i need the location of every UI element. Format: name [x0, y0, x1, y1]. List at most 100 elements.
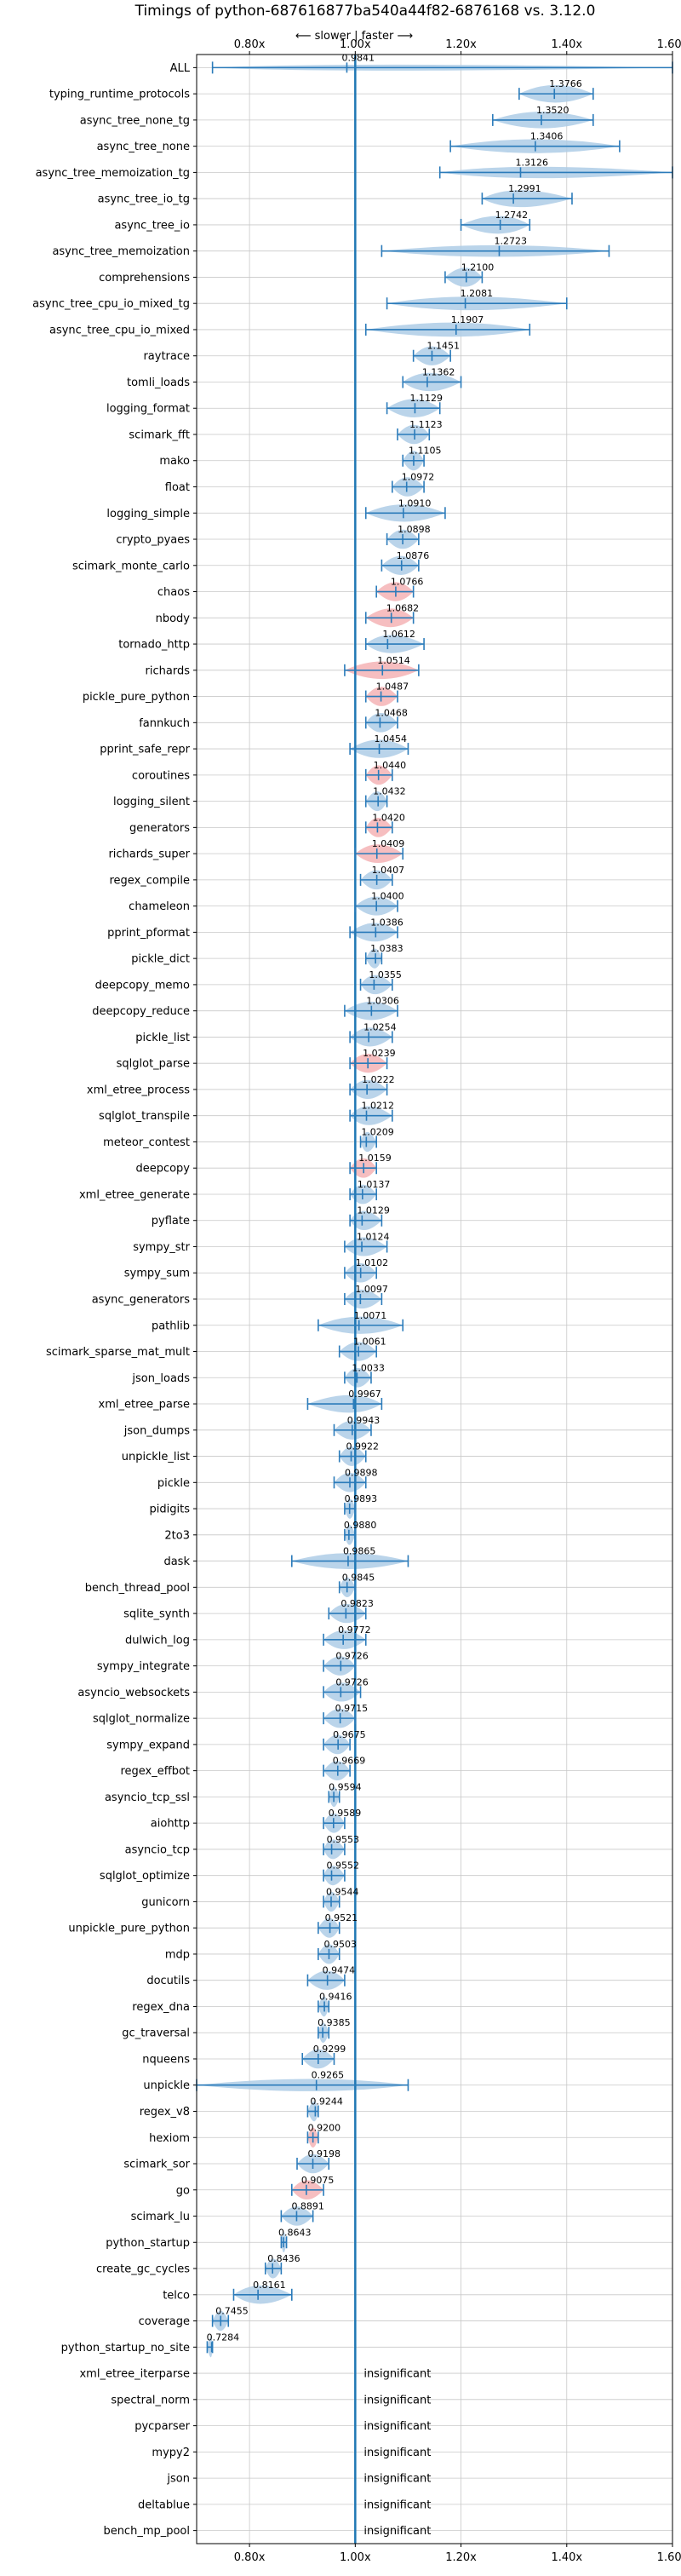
- value-label: 0.8161: [253, 2280, 286, 2291]
- category-label: gunicorn: [141, 1896, 190, 1909]
- value-label: 1.0033: [352, 1362, 385, 1373]
- x-tick-label-top: 1.40x: [551, 38, 582, 51]
- value-label: 0.9544: [326, 1886, 359, 1897]
- value-label: 0.9385: [318, 2017, 351, 2028]
- value-label: 1.0386: [370, 917, 403, 928]
- value-label: 1.1451: [426, 341, 460, 352]
- value-label: 1.1123: [409, 419, 443, 430]
- category-label: ALL: [170, 62, 191, 75]
- value-label: 0.9589: [329, 1808, 362, 1819]
- value-label: 0.9200: [308, 2122, 341, 2133]
- value-label: 0.7284: [207, 2332, 240, 2343]
- value-label: 1.0898: [398, 524, 431, 535]
- value-label: 1.3766: [549, 78, 582, 89]
- category-label: deepcopy: [135, 1163, 190, 1176]
- value-label: 1.1105: [409, 446, 442, 457]
- category-label: fannkuch: [139, 717, 190, 730]
- insignificant-label: insignificant: [363, 2394, 431, 2406]
- category-label: unpickle_list: [122, 1451, 190, 1463]
- value-label: 0.9669: [333, 1756, 366, 1767]
- value-label: 0.8891: [291, 2201, 324, 2212]
- x-tick-label-top: 1.60x: [657, 38, 681, 51]
- category-label: bench_thread_pool: [85, 1582, 190, 1595]
- category-label: deltablue: [138, 2498, 190, 2511]
- value-label: 0.9474: [323, 1965, 356, 1976]
- category-label: hexiom: [149, 2132, 190, 2145]
- category-label: async_tree_cpu_io_mixed: [49, 324, 190, 336]
- value-label: 1.0097: [355, 1284, 388, 1295]
- category-label: spectral_norm: [111, 2394, 190, 2406]
- direction-label: ⟵ slower | faster ⟶: [295, 30, 413, 43]
- category-label: async_tree_memoization: [52, 245, 190, 258]
- x-tick-label-bottom: 1.00x: [340, 2551, 371, 2564]
- category-label: regex_compile: [109, 874, 190, 887]
- value-label: 1.2742: [495, 210, 529, 221]
- value-label: 1.3406: [530, 131, 564, 142]
- category-label: generators: [129, 822, 190, 835]
- category-label: async_generators: [92, 1294, 191, 1307]
- category-label: logging_format: [106, 403, 190, 416]
- category-label: sympy_sum: [124, 1268, 190, 1280]
- category-label: scimark_fft: [129, 428, 190, 441]
- category-label: coroutines: [132, 769, 190, 782]
- x-tick-label-bottom: 1.20x: [445, 2551, 477, 2564]
- category-label: bench_mp_pool: [103, 2525, 190, 2538]
- value-label: 0.9880: [344, 1520, 377, 1531]
- category-label: typing_runtime_protocols: [49, 89, 190, 101]
- category-label: scimark_lu: [131, 2211, 190, 2223]
- value-label: 0.9299: [313, 2044, 346, 2055]
- category-label: pickle_list: [135, 1032, 190, 1044]
- value-label: 0.9553: [327, 1834, 360, 1845]
- category-label: docutils: [146, 1975, 190, 1987]
- category-label: xml_etree_generate: [79, 1188, 190, 1201]
- value-label: 0.9823: [340, 1598, 374, 1609]
- x-tick-label-top: 0.80x: [234, 38, 266, 51]
- category-label: scimark_sor: [123, 2159, 190, 2171]
- category-label: scimark_monte_carlo: [72, 560, 190, 572]
- value-label: 1.3520: [536, 105, 569, 116]
- category-label: aiohttp: [151, 1818, 190, 1831]
- chart-title: Timings of python-687616877ba540a44f82-6…: [134, 3, 596, 20]
- x-tick-label-top: 1.00x: [340, 38, 371, 51]
- value-label: 1.0409: [372, 838, 405, 849]
- category-label: dask: [163, 1555, 190, 1568]
- category-label: logging_simple: [106, 508, 190, 520]
- category-label: dulwich_log: [125, 1634, 190, 1647]
- value-label: 1.0420: [372, 812, 405, 823]
- category-label: scimark_sparse_mat_mult: [46, 1346, 190, 1359]
- category-label: deepcopy_memo: [95, 979, 190, 992]
- value-label: 0.8436: [267, 2253, 300, 2264]
- category-label: sympy_str: [133, 1241, 190, 1254]
- value-label: 0.9198: [308, 2148, 341, 2159]
- value-label: 1.0209: [361, 1126, 394, 1137]
- insignificant-label: insignificant: [363, 2447, 431, 2459]
- value-label: 0.9967: [348, 1389, 381, 1400]
- value-label: 1.0766: [391, 577, 424, 588]
- value-label: 0.9943: [347, 1415, 381, 1426]
- category-label: async_tree_cpu_io_mixed_tg: [32, 298, 190, 311]
- category-label: asyncio_tcp: [125, 1843, 190, 1856]
- value-label: 0.9841: [341, 52, 375, 63]
- category-label: json: [166, 2473, 190, 2486]
- value-label: 1.0061: [353, 1337, 386, 1348]
- category-label: deepcopy_reduce: [92, 1005, 190, 1018]
- category-label: pidigits: [150, 1504, 191, 1516]
- category-label: sqlglot_parse: [117, 1058, 190, 1071]
- value-label: 1.2081: [461, 288, 494, 299]
- value-label: 1.0137: [358, 1179, 391, 1190]
- value-label: 0.9898: [345, 1467, 378, 1478]
- category-label: regex_effbot: [120, 1765, 190, 1778]
- value-label: 0.9922: [346, 1441, 379, 1452]
- x-tick-label-top: 1.20x: [445, 38, 477, 51]
- labels-layer: 0.80x 0.80x 1.00x 1.00x 1.20x 1.20x 1.40x 1.40x…: [32, 38, 681, 2564]
- value-label: 1.0432: [373, 786, 406, 797]
- value-label: 1.0454: [375, 733, 408, 745]
- value-label: 0.9594: [329, 1781, 362, 1792]
- insignificant-label: insignificant: [363, 2498, 431, 2511]
- value-label: 1.0124: [357, 1231, 390, 1242]
- category-label: richards_super: [108, 848, 190, 861]
- category-label: telco: [163, 2289, 190, 2302]
- category-label: 2to3: [164, 1529, 190, 1542]
- value-label: 0.9865: [343, 1546, 376, 1557]
